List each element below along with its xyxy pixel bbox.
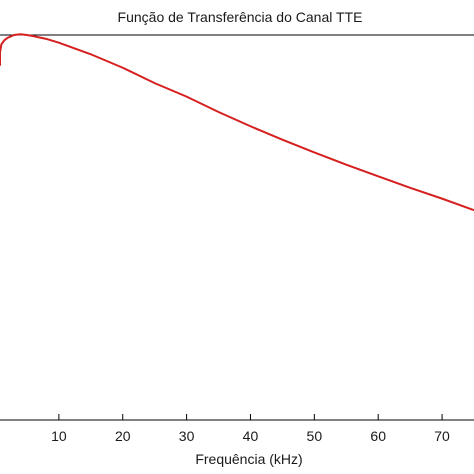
x-tick-label: 30 <box>179 428 195 444</box>
x-tick-label: 10 <box>51 428 67 444</box>
series-line <box>0 33 474 212</box>
x-axis-label: Frequência (kHz) <box>195 451 302 467</box>
x-tick-label: 70 <box>434 428 450 444</box>
chart-title: Função de Transferência do Canal TTE <box>118 9 363 25</box>
x-tick-label: 20 <box>115 428 131 444</box>
x-tick-label: 50 <box>307 428 323 444</box>
x-tick-label: 60 <box>370 428 386 444</box>
x-axis-ticks: 10 20 30 40 50 60 70 <box>51 414 450 444</box>
plot-axes <box>0 34 474 421</box>
x-tick-label: 40 <box>243 428 259 444</box>
